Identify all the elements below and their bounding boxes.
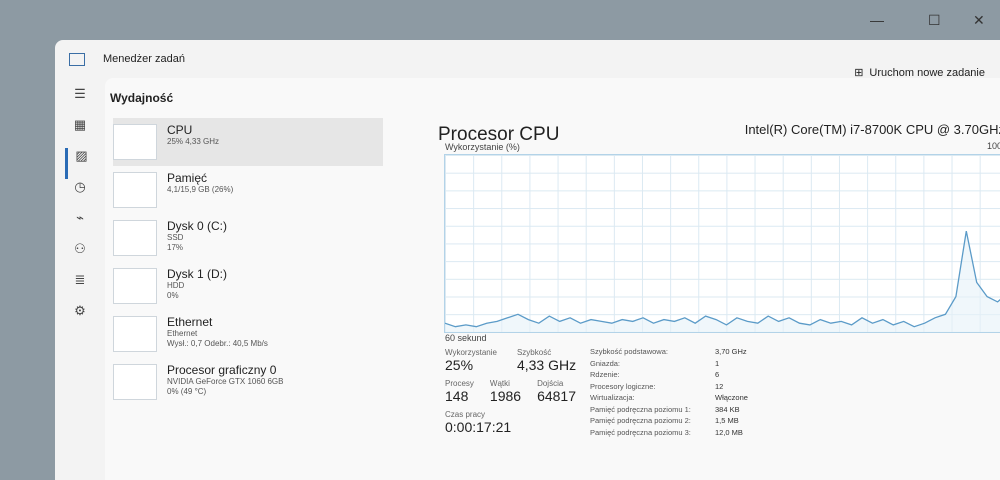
spec-key: Pamięć podręczna poziomu 1: <box>590 404 691 414</box>
device-thumbnail <box>113 316 157 352</box>
performance-icon[interactable]: ▨ <box>65 148 95 179</box>
minimize-button[interactable]: — <box>870 12 884 28</box>
handles-value: 64817 <box>537 388 576 404</box>
services-icon[interactable]: ⚙ <box>74 303 86 318</box>
spec-value: 384 KB <box>715 404 740 414</box>
page-title: Procesor CPU <box>438 124 560 145</box>
spec-row: Gniazda: 1 <box>590 358 748 370</box>
cpu-specs: Szybkość podstawowa: 3,70 GHz Gniazda: 1 Rdz… <box>590 346 748 438</box>
new-task-icon: ⊞ <box>854 67 864 79</box>
processes-label: Procesy <box>445 379 474 388</box>
device-detail: NVIDIA GeForce GTX 1060 6GB <box>167 377 284 386</box>
details-icon[interactable]: ≣ <box>74 272 86 287</box>
task-manager-window: Menedżer zadań — ☐ ✕ ☰ ▦ ▨ ◷ ⌁ ⚇ ≣ ⚙ Wyd… <box>55 12 1000 480</box>
device-name: Pamięć <box>167 171 208 185</box>
section-title: Wydajność <box>110 91 174 105</box>
device-thumbnail <box>113 124 157 160</box>
spec-value: 12 <box>715 381 724 391</box>
spec-key: Szybkość podstawowa: <box>590 347 668 356</box>
window-title: Menedżer zadań <box>103 53 185 65</box>
spec-key: Procesory logiczne: <box>590 381 656 391</box>
spec-key: Pamięć podręczna poziomu 2: <box>590 416 691 425</box>
device-name: Dysk 0 (C:) <box>167 219 227 233</box>
device-detail: 4,1/15,9 GB (26%) <box>167 185 234 194</box>
processes-icon[interactable]: ▦ <box>73 117 87 132</box>
cpu-graph <box>444 154 1000 333</box>
threads-value: 1986 <box>489 388 522 404</box>
device-item[interactable]: Dysk 0 (C:) SSD 17% <box>113 214 383 262</box>
spec-row: Szybkość podstawowa: 3,70 GHz <box>590 346 748 358</box>
graph-max-label: 100% <box>987 141 1000 151</box>
device-item[interactable]: Procesor graficzny 0 NVIDIA GeForce GTX … <box>113 358 383 406</box>
spec-row: Pamięć podręczna poziomu 3: 12,0 MB <box>590 427 748 439</box>
new-task-button[interactable]: ⊞ Uruchom nowe zadanie <box>854 66 985 80</box>
spec-value: 1 <box>715 358 720 368</box>
device-detail: SSD <box>167 233 184 242</box>
spec-row: Rdzenie: 6 <box>590 369 748 381</box>
device-name: Dysk 1 (D:) <box>167 267 227 281</box>
device-item[interactable]: Ethernet Ethernet Wysł.: 0,7 Odebr.: 40,… <box>113 310 383 358</box>
spec-value: 6 <box>715 370 720 379</box>
spec-value: Włączone <box>715 393 748 402</box>
cpu-model: Intel(R) Core(TM) i7-8700K CPU @ 3.70GHz <box>744 122 1000 137</box>
device-item[interactable]: CPU 25% 4,33 GHz <box>113 118 383 166</box>
graph-time-label: 60 sekund <box>445 333 487 343</box>
device-detail: Ethernet <box>167 329 198 338</box>
threads-label: Wątki <box>489 379 510 388</box>
device-item[interactable]: Pamięć 4,1/15,9 GB (26%) <box>113 166 383 214</box>
history-icon[interactable]: ◷ <box>74 179 86 194</box>
uptime-label: Czas pracy <box>445 410 486 419</box>
cpu-usage-area <box>445 231 1000 332</box>
app-logo-icon <box>69 52 85 66</box>
device-name: CPU <box>167 123 193 137</box>
title-bar: Menedżer zadań — ☐ ✕ <box>55 12 1000 78</box>
spec-key: Wirtualizacja: <box>590 393 635 402</box>
spec-key: Gniazda: <box>590 358 621 368</box>
spec-value: 3,70 GHz <box>715 347 747 356</box>
device-list: CPU 25% 4,33 GHz Pamięć 4,1/15,9 GB (26%… <box>113 118 383 406</box>
speed-label: Szybkość <box>516 348 552 357</box>
spec-row: Wirtualizacja: Włączone <box>590 392 748 404</box>
uptime-value: 0:00:17:21 <box>445 419 512 435</box>
device-name: Procesor graficzny 0 <box>167 363 277 377</box>
performance-panel: Wydajność ⊞Uruchom nowe zadanie ... CPU … <box>105 67 1000 480</box>
startup-icon[interactable]: ⌁ <box>76 210 84 225</box>
graph-label: Wykorzystanie (%) <box>445 142 520 152</box>
spec-row: Procesory logiczne: 12 <box>590 381 748 393</box>
maximize-button[interactable]: ☐ <box>928 12 941 28</box>
device-thumbnail <box>113 172 157 208</box>
handles-label: Dojścia <box>537 379 564 388</box>
device-thumbnail <box>113 364 157 400</box>
users-icon[interactable]: ⚇ <box>74 241 86 256</box>
device-thumbnail <box>113 268 157 304</box>
sidebar: ☰ ▦ ▨ ◷ ⌁ ⚇ ≣ ⚙ <box>65 86 95 334</box>
spec-row: Pamięć podręczna poziomu 2: 1,5 MB <box>590 415 748 427</box>
spec-row: Pamięć podręczna poziomu 1: 384 KB <box>590 404 748 416</box>
device-item[interactable]: Dysk 1 (D:) HDD 0% <box>113 262 383 310</box>
device-detail: HDD <box>167 281 185 290</box>
spec-key: Pamięć podręczna poziomu 3: <box>590 427 691 437</box>
cpu-stats: Wykorzystanie 25% Szybkość 4,33 GHz Proces… <box>445 348 576 435</box>
device-detail: Wysł.: 0,7 Odebr.: 40,5 Mb/s <box>167 339 268 348</box>
util-value: 25% <box>445 357 474 373</box>
cpu-usage-line <box>444 230 1000 328</box>
device-detail: 0% (49 °C) <box>167 387 207 396</box>
speed-value: 4,33 GHz <box>516 357 577 373</box>
device-detail: 25% 4,33 GHz <box>167 137 220 146</box>
cpu-graph-svg <box>444 230 1000 332</box>
device-name: Ethernet <box>167 315 213 329</box>
spec-key: Rdzenie: <box>590 370 620 379</box>
spec-value: 12,0 MB <box>715 427 743 437</box>
util-label: Wykorzystanie <box>445 348 497 357</box>
processes-value: 148 <box>445 388 469 404</box>
device-thumbnail <box>113 220 157 256</box>
close-button[interactable]: ✕ <box>973 12 985 28</box>
device-detail: 17% <box>167 243 184 252</box>
menu-icon[interactable]: ☰ <box>74 86 86 101</box>
spec-value: 1,5 MB <box>715 416 739 425</box>
device-detail: 0% <box>167 291 179 300</box>
new-task-label: Uruchom nowe zadanie <box>869 66 985 79</box>
